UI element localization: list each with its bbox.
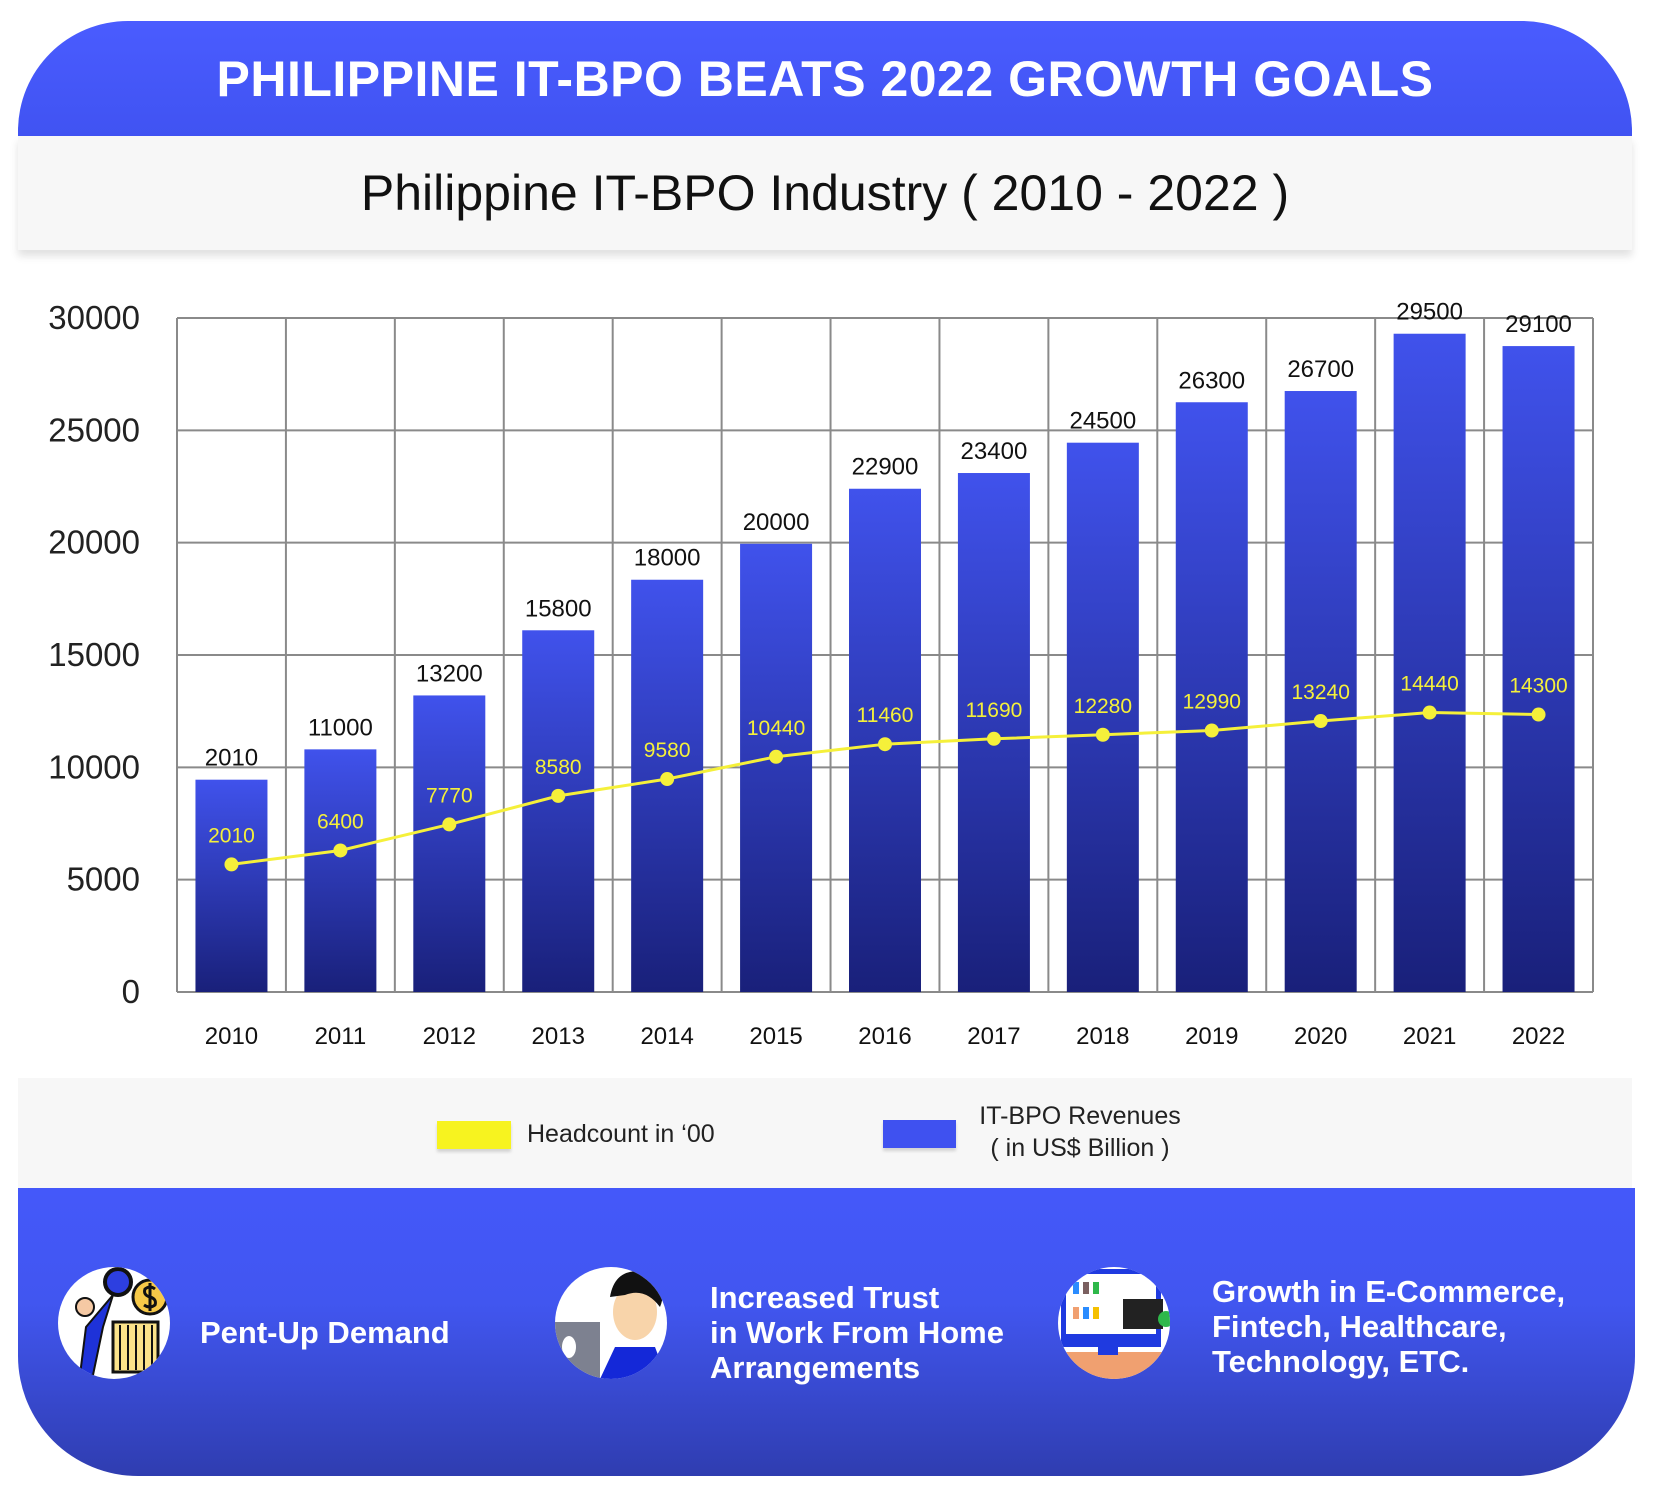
headcount-data-label: 11460 — [857, 704, 914, 727]
headcount-point — [1204, 723, 1219, 738]
bar-revenue — [413, 695, 486, 992]
headcount-data-label: 2010 — [208, 824, 255, 847]
legend-swatch-revenues — [883, 1120, 956, 1148]
bar-revenue — [1175, 402, 1248, 992]
chart-title: Philippine IT-BPO Industry ( 2010 - 2022… — [360, 165, 1290, 221]
legend: Headcount in ‘00 IT-BPO Revenues ( in US… — [18, 1078, 1632, 1188]
feature-line: Growth in E-Commerce, — [1212, 1274, 1566, 1309]
bar-data-label: 26300 — [1178, 367, 1245, 394]
bar-data-label: 26700 — [1287, 356, 1354, 383]
headcount-data-label: 6400 — [317, 810, 364, 833]
e-commerce-icon — [1058, 1267, 1170, 1379]
x-tick-label: 2011 — [315, 1023, 367, 1050]
headcount-point — [878, 737, 892, 752]
feature-line: Increased Trust — [710, 1280, 940, 1315]
x-tick-label: 2015 — [749, 1023, 802, 1050]
headcount-point — [1313, 714, 1328, 729]
headcount-data-label: 9580 — [644, 739, 691, 762]
x-tick-label: 2016 — [858, 1023, 911, 1050]
bar-data-label: 24500 — [1069, 408, 1136, 435]
bar-revenue — [304, 749, 377, 992]
feature-text-pent-up-demand: Pent-Up Demand — [200, 1315, 450, 1350]
feature-line: Fintech, Healthcare, — [1212, 1309, 1507, 1344]
bar-data-label: 22900 — [852, 454, 919, 481]
bar-revenue — [195, 779, 268, 992]
headcount-point — [986, 731, 1001, 746]
bar-data-label: 11000 — [308, 714, 373, 741]
headcount-data-label: 8580 — [535, 756, 582, 779]
page-title: PHILIPPINE IT-BPO BEATS 2022 GROWTH GOAL… — [216, 50, 1434, 107]
combo-chart: 0 5000 10000 15000 20000 25000 30000 2010 2010 11… — [48, 299, 1594, 1050]
x-tick-label: 2014 — [640, 1023, 693, 1050]
headcount-data-label: 7770 — [426, 784, 473, 807]
x-tick-label: 2019 — [1185, 1023, 1238, 1050]
bar-revenue — [1502, 346, 1575, 992]
legend-swatch-headcount — [437, 1121, 511, 1149]
bar-data-label: 29100 — [1505, 311, 1572, 338]
x-tick-label: 2010 — [205, 1023, 258, 1050]
headcount-data-label: 11690 — [966, 699, 1023, 722]
y-tick-label: 5000 — [67, 861, 140, 898]
y-tick-label: 15000 — [48, 636, 140, 673]
chart-title-band: Philippine IT-BPO Industry ( 2010 - 2022… — [18, 136, 1632, 250]
x-tick-label: 2021 — [1403, 1023, 1456, 1050]
headcount-data-label: 14440 — [1400, 673, 1458, 696]
bar-data-label: 18000 — [634, 545, 701, 572]
x-tick-label: 2013 — [532, 1023, 585, 1050]
bar-data-label: 15800 — [525, 595, 592, 622]
headcount-point — [442, 817, 457, 832]
x-tick-label: 2012 — [423, 1023, 476, 1050]
bar-revenue — [1066, 442, 1139, 992]
y-tick-label: 20000 — [48, 524, 140, 561]
headcount-data-label: 13240 — [1291, 681, 1349, 704]
pent-up-demand-icon — [58, 1267, 170, 1379]
legend-label-revenues: IT-BPO Revenues — [979, 1102, 1181, 1130]
feature-line: Pent-Up Demand — [200, 1315, 450, 1350]
headcount-data-label: 12280 — [1074, 695, 1132, 718]
headcount-point — [660, 772, 675, 787]
bar-data-label: 23400 — [961, 438, 1028, 465]
bar-data-label: 29500 — [1396, 299, 1463, 326]
feature-line: Arrangements — [710, 1350, 921, 1385]
bar-revenue — [1284, 391, 1357, 992]
feature-line: Technology, ETC. — [1212, 1344, 1470, 1379]
x-tick-label: 2022 — [1512, 1023, 1565, 1050]
work-from-home-icon — [555, 1267, 667, 1379]
legend-label-headcount: Headcount in ‘00 — [527, 1120, 715, 1148]
feature-line: in Work From Home — [710, 1315, 1004, 1350]
headcount-point — [224, 857, 239, 872]
y-tick-label: 30000 — [48, 299, 140, 336]
bar-data-label: 2010 — [205, 745, 258, 772]
y-tick-label: 0 — [122, 973, 140, 1010]
bar-revenue — [740, 543, 813, 992]
x-tick-label: 2018 — [1076, 1023, 1129, 1050]
headcount-point — [1531, 707, 1546, 722]
feature-text-e-commerce: Growth in E-Commerce, Fintech, Healthcar… — [1212, 1274, 1565, 1379]
headcount-data-label: 10440 — [747, 717, 805, 740]
headcount-data-label: 14300 — [1509, 675, 1567, 698]
y-tick-label: 25000 — [48, 411, 140, 448]
bar-data-label: 13200 — [416, 660, 483, 687]
x-tick-label: 2017 — [967, 1023, 1020, 1050]
headcount-point — [1095, 727, 1110, 742]
headcount-point — [769, 749, 784, 764]
headcount-point — [333, 843, 348, 858]
headcount-point — [1422, 705, 1437, 720]
bar-revenue — [1393, 333, 1466, 992]
growth-drivers-panel: Pent-Up Demand Increased Trust in Work F… — [18, 1188, 1635, 1476]
feature-text-work-from-home: Increased Trust in Work From Home Arrang… — [710, 1280, 1004, 1385]
bar-revenue — [522, 630, 595, 992]
header-banner: PHILIPPINE IT-BPO BEATS 2022 GROWTH GOAL… — [18, 21, 1632, 136]
legend-label-revenues-unit: ( in US$ Billion ) — [990, 1134, 1170, 1162]
x-tick-label: 2020 — [1294, 1023, 1347, 1050]
y-tick-label: 10000 — [48, 748, 140, 785]
headcount-point — [551, 788, 566, 803]
headcount-data-label: 12990 — [1183, 690, 1241, 713]
bar-data-label: 20000 — [743, 509, 810, 536]
